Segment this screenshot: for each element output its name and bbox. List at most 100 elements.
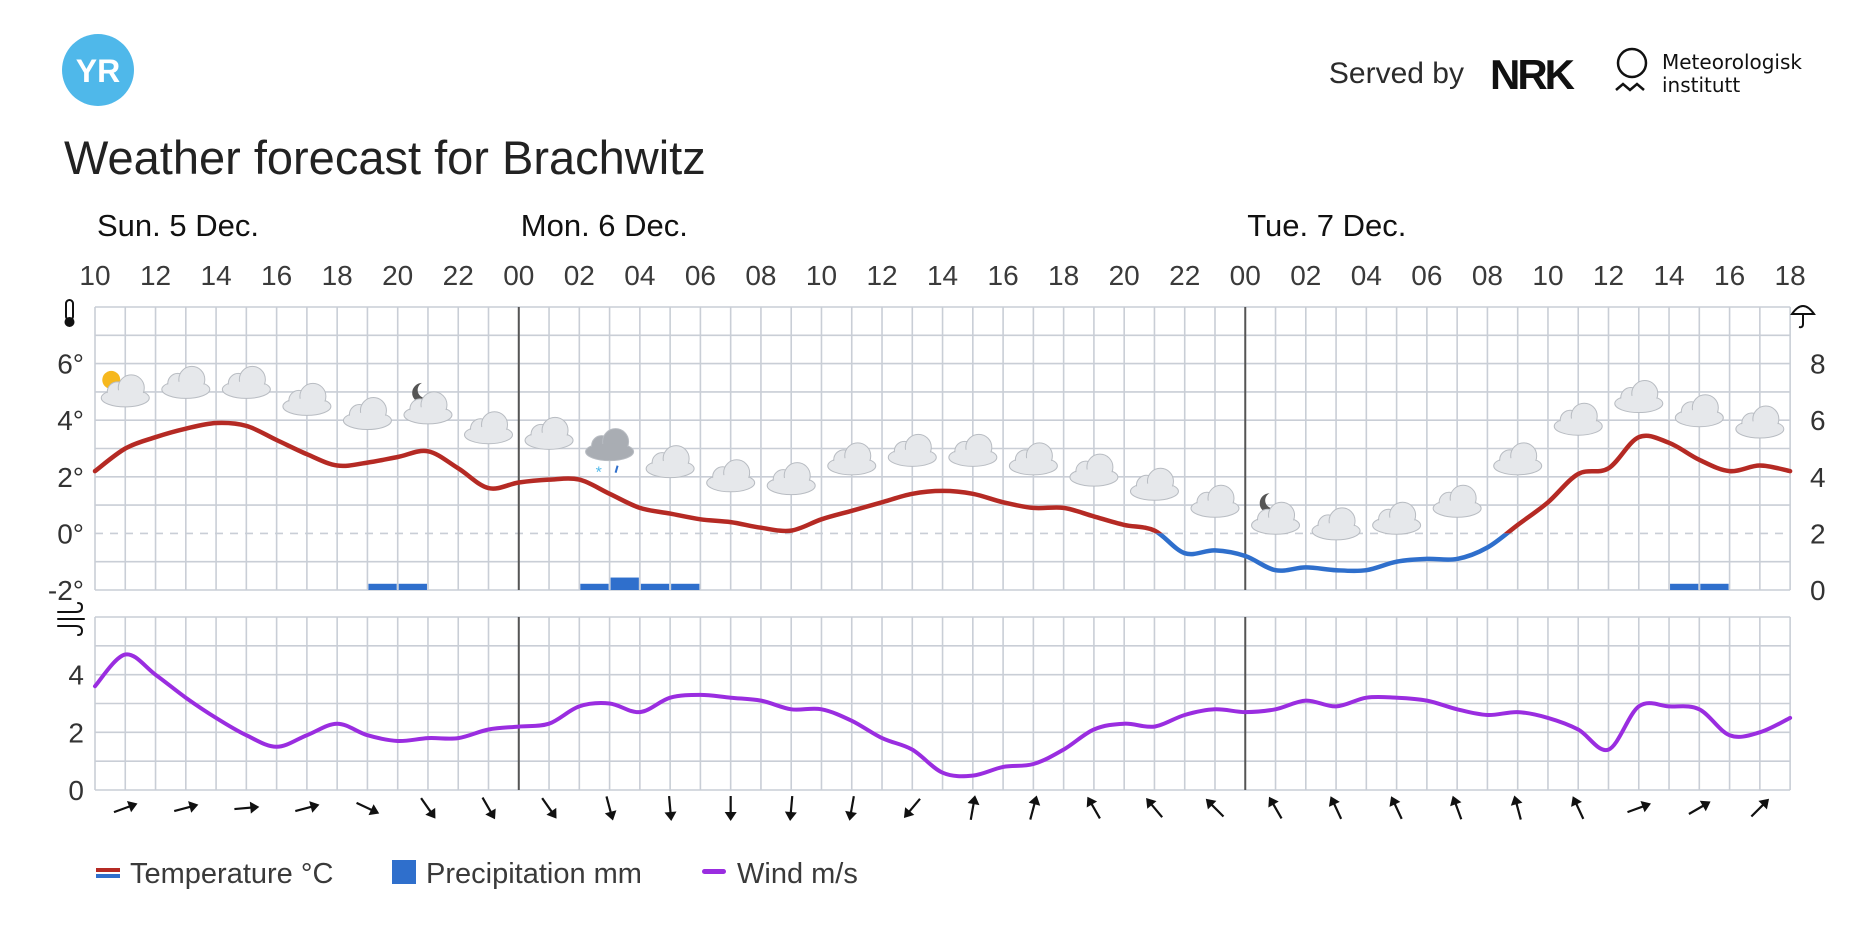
wind-tick-label: 0: [68, 775, 84, 806]
wind-arrow-icon: [1450, 795, 1463, 820]
legend-wind-label: Wind m/s: [737, 858, 858, 890]
cloud-icon: [282, 382, 332, 416]
cloud-icon: [1674, 394, 1724, 428]
wind-grid: [94, 616, 1791, 791]
cloud-part: [283, 398, 330, 415]
cloud-icon: [948, 433, 998, 467]
wind-arrow-head: [1571, 796, 1582, 807]
wind-arrow-head: [368, 804, 380, 816]
hour-label-28: 18: [1775, 260, 1806, 291]
wind-arrow-icon: [1688, 800, 1711, 815]
wind-axis: 0 2 4: [68, 660, 84, 806]
hour-label-23: 08: [1472, 260, 1503, 291]
cloud-part: [586, 443, 633, 460]
precipitation-tick-label: 6: [1810, 405, 1826, 436]
temperature-tick-label: 2°: [57, 462, 84, 493]
cloud-part: [1191, 500, 1238, 517]
legend-precipitation-label: Precipitation mm: [426, 858, 642, 890]
hour-label-1: 12: [140, 260, 171, 291]
nrk-logo[interactable]: NRK: [1490, 54, 1586, 94]
precipitation-bar: [580, 583, 609, 590]
served-by: Served by NRK Meteorologisk institutt: [1329, 44, 1802, 104]
cloud-icon: [1069, 453, 1119, 487]
yr-logo-text: YR: [76, 53, 120, 89]
cloud-icon: [645, 445, 695, 479]
cloud-icon: [827, 442, 877, 476]
wind-arrow-head: [1758, 798, 1770, 810]
cloud-icon: [706, 459, 756, 493]
wind-arrow-icon: [967, 795, 980, 821]
cloud-icon: [1735, 405, 1785, 439]
cloud-icon: [1493, 442, 1543, 476]
yr-logo[interactable]: YR: [62, 34, 134, 106]
hour-label-0: 10: [79, 260, 110, 291]
wind-arrow-head: [1640, 800, 1651, 813]
wind-tick-label: 2: [68, 717, 84, 748]
wind-tick-label: 4: [68, 660, 84, 691]
precipitation-bar: [640, 583, 670, 590]
wind-arrow-head: [1389, 796, 1401, 807]
wind-arrow-icon: [1627, 800, 1651, 814]
temperature-tick-label: 6°: [57, 349, 84, 380]
weather-symbols: *: [100, 365, 1785, 541]
cloud-icon: [1614, 380, 1664, 414]
wind-arrow-icon: [845, 795, 857, 821]
hour-label-5: 20: [382, 260, 413, 291]
cloud-icon: [1553, 402, 1603, 436]
wind-arrow-icon: [1510, 795, 1523, 820]
met-text-line1: Meteorologisk: [1661, 50, 1802, 74]
cloud-part: [1252, 517, 1299, 534]
legend-temperature-label: Temperature °C: [130, 858, 333, 890]
cloud-icon: [524, 416, 574, 450]
hour-label-20: 02: [1290, 260, 1321, 291]
cloud-icon: [1190, 484, 1240, 518]
precipitation-tick-label: 4: [1810, 462, 1826, 493]
wind-arrow-head: [309, 801, 320, 813]
precipitation-bar: [1700, 583, 1729, 590]
hour-label-24: 10: [1532, 260, 1563, 291]
cloud-part: [1615, 395, 1662, 412]
wind-arrow-icon: [295, 801, 320, 813]
precipitation-bar: [610, 577, 639, 590]
temperature-tick-label: -2°: [48, 575, 84, 606]
wind-arrow-head: [188, 801, 199, 813]
snowflake-icon: *: [596, 465, 602, 482]
wind-arrow-head: [1268, 796, 1279, 808]
wind-arrow-icon: [1389, 796, 1403, 820]
hour-label-11: 08: [745, 260, 776, 291]
precipitation-bar: [1670, 583, 1699, 590]
wind-arrow-icon: [1086, 796, 1101, 819]
wind-arrows: [113, 795, 1770, 821]
wind-arrow-head: [903, 807, 915, 818]
cloud-part: [102, 389, 149, 406]
wind-arrow-icon: [903, 798, 921, 818]
hour-label-9: 04: [624, 260, 655, 291]
hour-label-26: 14: [1653, 260, 1684, 291]
wind-line: [93, 652, 1793, 779]
hour-label-3: 16: [261, 260, 292, 291]
cloud-part: [1434, 500, 1481, 517]
wind-arrow-head: [1510, 795, 1523, 806]
cloud-part: [1494, 457, 1541, 474]
wind-arrow-head: [1028, 795, 1041, 806]
raindrop-icon: [614, 465, 619, 473]
temperature-axis: -2° 0° 2° 4° 6°: [48, 349, 84, 606]
wind-arrow-icon: [604, 796, 617, 821]
wind-arrow-icon: [664, 795, 677, 821]
cloud-icon: [1432, 484, 1482, 518]
wind-arrow-head: [485, 808, 496, 820]
wind-arrow-head: [604, 810, 617, 821]
temperature-grid: [94, 306, 1791, 591]
met-logo[interactable]: [1612, 46, 1652, 102]
precipitation-tick-label: 0: [1810, 575, 1826, 606]
legend-temperature: Temperature °C: [96, 858, 333, 890]
wind-arrow-head: [249, 801, 260, 814]
wind-arrow-head: [967, 795, 980, 806]
wind-arrow-head: [1086, 796, 1098, 808]
hour-label-6: 22: [443, 260, 474, 291]
day-label-1: Mon. 6 Dec.: [521, 208, 688, 243]
thermometer-icon: [64, 299, 75, 327]
precipitation-bar: [398, 583, 427, 590]
cloud-part: [1131, 483, 1178, 500]
cloud-icon: [1311, 507, 1361, 541]
